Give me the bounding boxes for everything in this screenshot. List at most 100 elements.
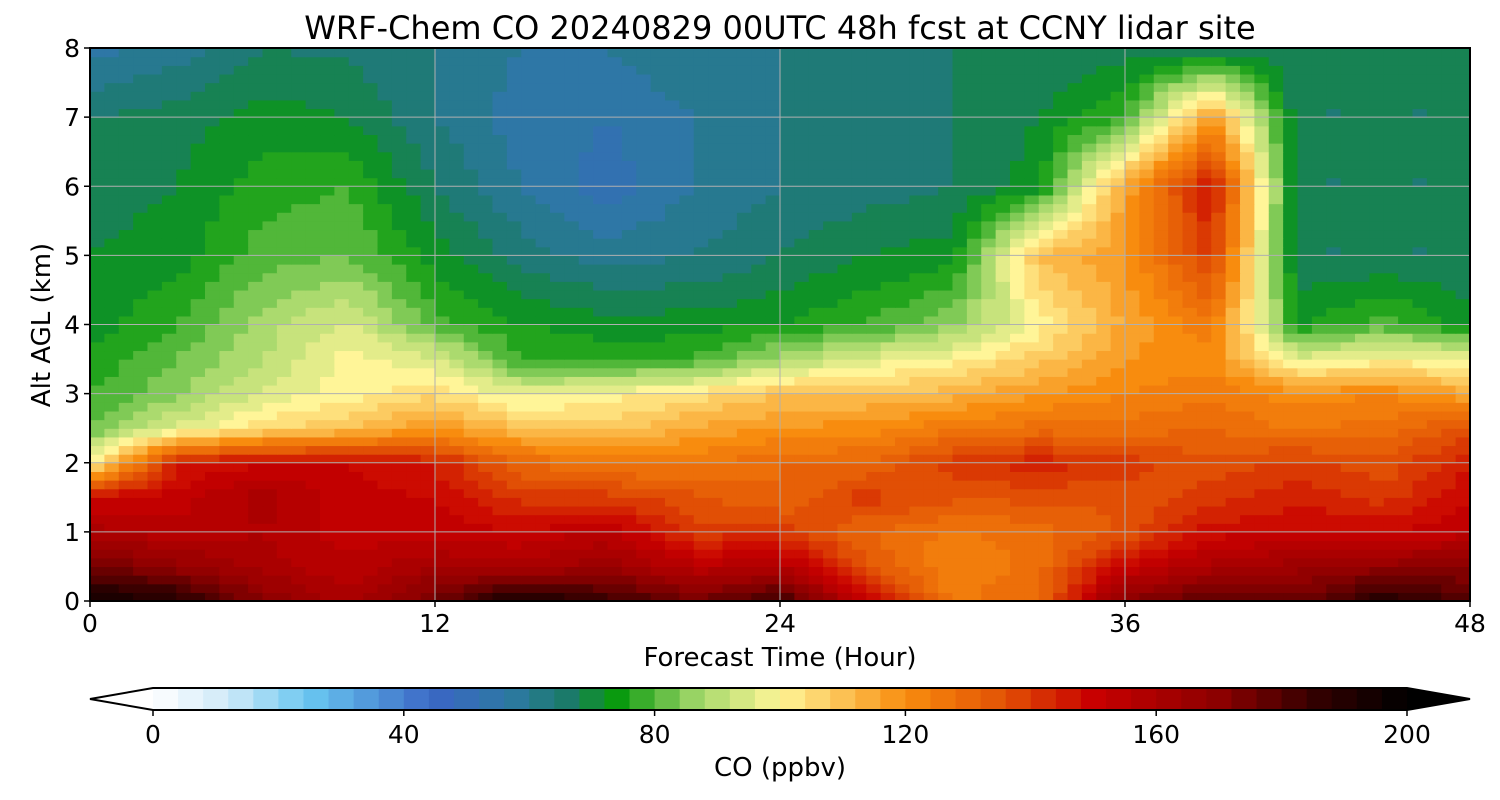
heatmap-cell	[1110, 376, 1126, 386]
heatmap-cell	[391, 246, 407, 256]
heatmap-cell	[564, 315, 580, 326]
heatmap-cell	[363, 462, 379, 472]
heatmap-cell	[1139, 497, 1155, 507]
heatmap-cell	[1153, 333, 1169, 343]
heatmap-cell	[851, 505, 867, 516]
heatmap-cell	[880, 592, 896, 601]
heatmap-cell	[492, 272, 508, 282]
heatmap-cell	[593, 238, 609, 248]
heatmap-cell	[995, 592, 1011, 601]
heatmap-cell	[1441, 281, 1457, 291]
heatmap-cell	[1168, 454, 1184, 464]
heatmap-cell	[765, 488, 781, 498]
heatmap-cell	[463, 281, 479, 291]
heatmap-cell	[1053, 289, 1069, 300]
heatmap-cell	[1268, 255, 1284, 265]
heatmap-cell	[564, 454, 580, 464]
heatmap-cell	[550, 212, 565, 222]
heatmap-cell	[708, 592, 724, 601]
heatmap-cell	[1455, 462, 1470, 472]
heatmap-cell	[650, 523, 666, 533]
heatmap-cell	[521, 177, 537, 187]
heatmap-cell	[550, 246, 565, 256]
heatmap-cell	[262, 575, 278, 585]
heatmap-cell	[305, 419, 321, 429]
heatmap-cell	[1254, 281, 1270, 291]
heatmap-cell	[521, 298, 537, 308]
heatmap-cell	[837, 454, 853, 464]
heatmap-cell	[1010, 264, 1025, 274]
heatmap-cell	[621, 246, 637, 256]
heatmap-cell	[262, 186, 278, 196]
heatmap-cell	[909, 410, 925, 421]
heatmap-cell	[161, 505, 177, 516]
heatmap-cell	[521, 255, 537, 265]
heatmap-cell	[233, 272, 249, 282]
heatmap-cell	[621, 402, 637, 412]
heatmap-cell	[1038, 575, 1054, 585]
heatmap-cell	[478, 436, 494, 447]
heatmap-cell	[578, 592, 594, 601]
heatmap-cell	[578, 428, 594, 438]
heatmap-cell	[118, 419, 134, 429]
heatmap-cell	[564, 186, 580, 196]
heatmap-cell	[693, 272, 709, 282]
heatmap-cell	[665, 151, 680, 161]
heatmap-cell	[823, 246, 839, 256]
heatmap-cell	[90, 315, 105, 326]
heatmap-cell	[966, 359, 982, 369]
heatmap-cell	[205, 575, 220, 585]
heatmap-cell	[1355, 410, 1370, 421]
heatmap-cell	[607, 402, 623, 412]
heatmap-cell	[995, 471, 1011, 481]
heatmap-cell	[1383, 497, 1399, 507]
heatmap-cell	[952, 376, 968, 386]
heatmap-cell	[1110, 402, 1126, 412]
heatmap-cell	[535, 281, 551, 291]
heatmap-cell	[161, 575, 177, 585]
heatmap-cell	[1340, 531, 1356, 542]
heatmap-cell	[377, 220, 393, 231]
heatmap-cell	[535, 220, 551, 231]
heatmap-cell	[161, 194, 177, 205]
heatmap-cell	[1340, 436, 1356, 447]
heatmap-cell	[650, 575, 666, 585]
heatmap-cell	[1081, 540, 1097, 550]
heatmap-cell	[1024, 281, 1040, 291]
heatmap-cell	[305, 341, 321, 352]
heatmap-cell	[1125, 359, 1140, 369]
heatmap-cell	[1168, 168, 1184, 179]
heatmap-cell	[823, 376, 839, 386]
heatmap-cell	[1426, 428, 1442, 438]
heatmap-cell	[1024, 575, 1040, 585]
heatmap-cell	[291, 410, 307, 421]
heatmap-cell	[679, 289, 695, 300]
heatmap-cell	[1125, 514, 1140, 524]
heatmap-cell	[693, 445, 709, 455]
heatmap-cell	[564, 505, 580, 516]
heatmap-cell	[1067, 359, 1083, 369]
heatmap-cell	[578, 445, 594, 455]
heatmap-cell	[435, 514, 450, 524]
heatmap-cell	[1010, 186, 1025, 196]
heatmap-cell	[938, 186, 954, 196]
heatmap-cell	[650, 272, 666, 282]
heatmap-cell	[1196, 531, 1212, 542]
heatmap-cell	[851, 583, 867, 593]
heatmap-cell	[176, 298, 192, 308]
heatmap-cell	[607, 203, 623, 213]
heatmap-cell	[1153, 454, 1169, 464]
heatmap-cell	[607, 333, 623, 343]
heatmap-cell	[118, 549, 134, 559]
heatmap-cell	[233, 583, 249, 593]
heatmap-cell	[1139, 488, 1155, 498]
heatmap-cell	[1398, 333, 1414, 343]
heatmap-cell	[506, 462, 522, 472]
heatmap-cell	[449, 497, 465, 507]
heatmap-cell	[1038, 194, 1054, 205]
heatmap-cell	[1225, 272, 1241, 282]
heatmap-cell	[1153, 350, 1169, 360]
heatmap-cell	[391, 505, 407, 516]
heatmap-cell	[909, 566, 925, 576]
heatmap-cell	[305, 497, 321, 507]
